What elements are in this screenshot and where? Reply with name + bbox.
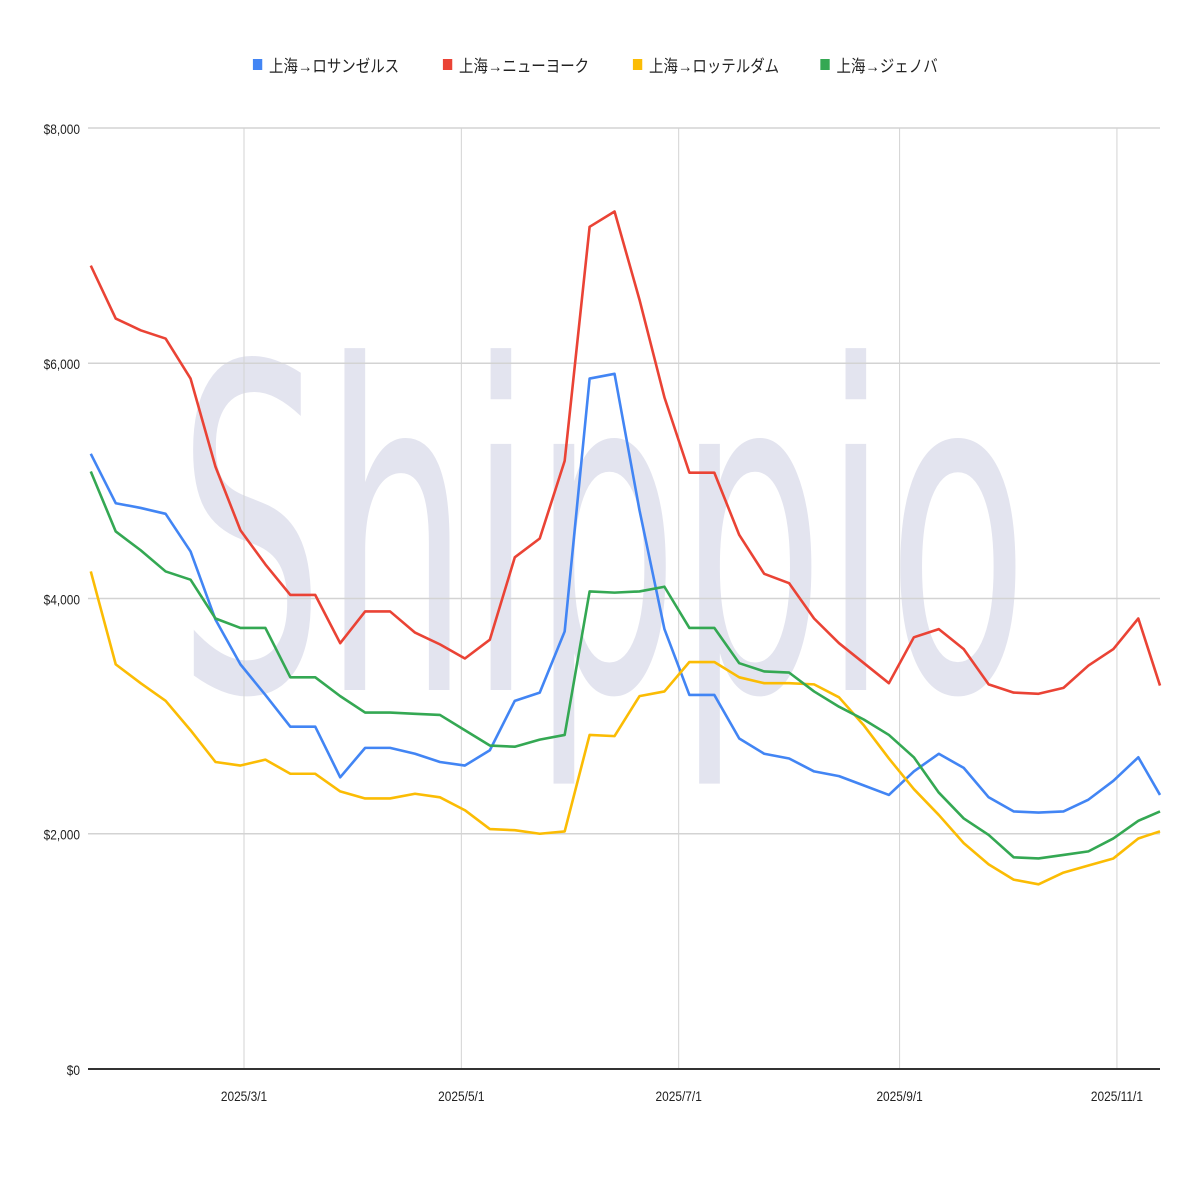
legend-item[interactable]: 上海→ニューヨーク <box>442 52 590 77</box>
legend-label: 上海→ロサンゼルス <box>269 57 400 76</box>
legend-label: 上海→ニューヨーク <box>459 57 590 76</box>
series-line-1 <box>89 210 1162 696</box>
legend-item[interactable]: 上海→ジェノバ <box>820 52 938 77</box>
x-tick-label: 2025/11/1 <box>1091 1088 1143 1104</box>
legend-swatch <box>442 59 453 70</box>
legend-swatch <box>820 59 830 70</box>
x-tick-label: 2025/7/1 <box>656 1088 702 1104</box>
legend-item[interactable]: 上海→ロッテルダム <box>632 52 780 77</box>
x-tick-label: 2025/3/1 <box>221 1088 267 1104</box>
legend-label: 上海→ジェノバ <box>836 57 938 76</box>
legend-swatch <box>252 59 263 70</box>
y-tick-label: $2,000 <box>44 827 80 843</box>
legend: 上海→ロサンゼルス 上海→ニューヨーク 上海→ロッテルダム 上海→ジェノバ <box>0 52 1188 77</box>
legend-label: 上海→ロッテルダム <box>649 57 780 76</box>
x-tick-label: 2025/5/1 <box>438 1088 484 1104</box>
y-tick-label: $6,000 <box>44 356 80 372</box>
legend-item[interactable]: 上海→ロサンゼルス <box>252 52 400 77</box>
watermark-logo: Shippio <box>178 273 1028 797</box>
y-tick-label: $0 <box>67 1062 80 1078</box>
y-tick-label: $8,000 <box>44 121 80 137</box>
series-line-0 <box>89 372 1162 814</box>
series-line-3 <box>89 470 1161 860</box>
legend-swatch <box>632 59 643 70</box>
y-tick-label: $4,000 <box>44 592 80 608</box>
series-line-2 <box>89 571 1161 886</box>
x-tick-label: 2025/9/1 <box>876 1088 922 1104</box>
